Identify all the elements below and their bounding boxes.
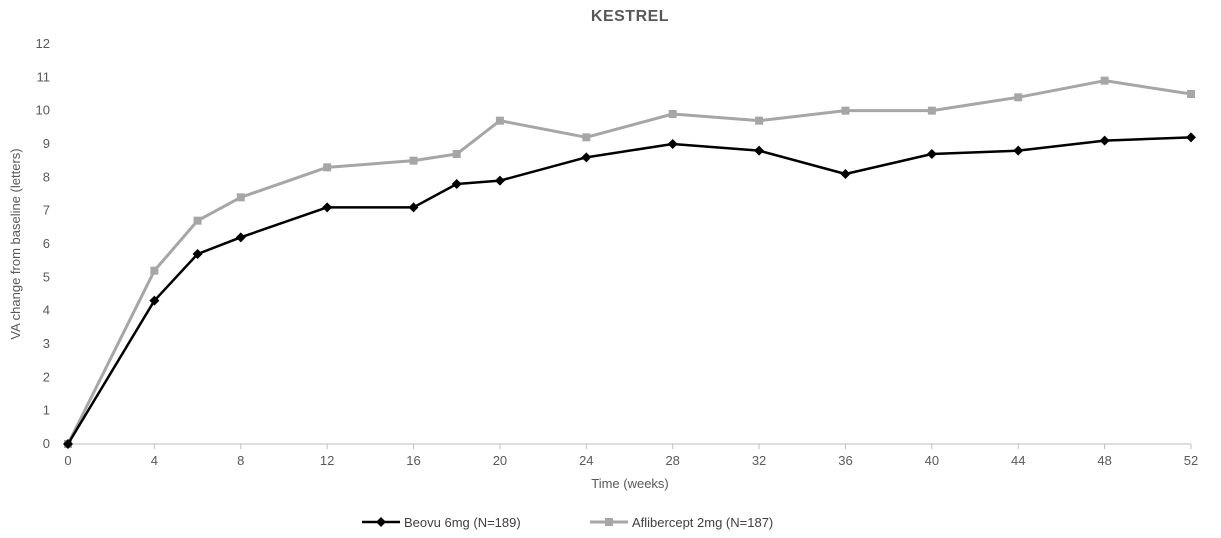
x-axis-ticks: 0 4 8 12 16 20 24 28 32 36 40 44 48 52 [64,444,1198,468]
y-axis-label: VA change from baseline (letters) [8,148,23,339]
data-point-beovu [581,152,592,163]
data-point-beovu [63,439,73,449]
x-tick-label: 24 [579,453,593,468]
legend-item-beovu: Beovu 6mg (N=189) [362,515,521,530]
x-axis-label: Time (weeks) [591,476,669,491]
data-point-beovu [149,295,160,306]
x-tick-label: 20 [493,453,507,468]
data-point-beovu [192,249,203,259]
data-point-beovu [494,175,505,186]
y-tick-label: 0 [43,436,50,451]
legend-label-aflibercept: Aflibercept 2mg (N=187) [632,515,773,530]
series-aflibercept [64,76,1195,448]
data-point-aflibercept [668,110,677,118]
data-point-aflibercept [1187,90,1195,98]
data-point-aflibercept [755,116,764,125]
data-point-beovu [1186,132,1196,143]
series-line-aflibercept [66,79,1192,445]
data-point-aflibercept [409,156,418,165]
data-point-aflibercept [236,193,245,202]
data-point-beovu [754,145,765,156]
data-point-aflibercept [927,106,936,115]
data-point-aflibercept [452,150,461,158]
legend-marker-beovu [376,517,386,527]
series-layer [63,76,1196,449]
series-beovu [63,132,1196,449]
y-tick-label: 1 [43,403,50,418]
data-point-aflibercept [1014,93,1023,102]
x-tick-label: 40 [925,453,939,468]
data-point-beovu [1013,145,1024,156]
y-tick-label: 12 [36,36,50,51]
y-tick-label: 9 [43,136,50,151]
data-point-aflibercept [495,116,504,125]
data-point-aflibercept [582,133,591,142]
data-point-beovu [1099,135,1110,146]
x-tick-label: 4 [151,453,158,468]
y-tick-label: 11 [37,69,51,84]
y-tick-label: 7 [43,203,50,218]
y-tick-label: 8 [43,169,50,184]
y-tick-label: 10 [36,103,50,118]
data-point-aflibercept [150,266,159,275]
y-tick-label: 6 [43,236,50,251]
legend: Beovu 6mg (N=189) Aflibercept 2mg (N=187) [362,515,773,530]
chart-title: KESTREL [591,8,669,25]
data-point-beovu [840,169,851,179]
y-tick-label: 5 [43,269,50,284]
legend-marker-aflibercept [605,518,613,526]
x-tick-label: 28 [665,453,679,468]
data-point-aflibercept [323,163,332,172]
data-point-beovu [322,202,333,213]
y-tick-label: 2 [43,369,50,384]
data-point-beovu [667,139,678,149]
data-point-beovu [926,149,937,159]
x-tick-label: 36 [838,453,852,468]
y-tick-label: 4 [43,303,50,318]
y-tick-label: 3 [43,336,50,351]
x-tick-label: 16 [406,453,420,468]
x-tick-label: 0 [64,453,71,468]
x-tick-label: 44 [1011,453,1025,468]
series-line-beovu [66,136,1192,445]
data-point-aflibercept [1100,76,1109,85]
data-point-beovu [235,232,246,243]
legend-item-aflibercept: Aflibercept 2mg (N=187) [590,515,773,530]
legend-label-beovu: Beovu 6mg (N=189) [404,515,521,530]
x-tick-label: 48 [1097,453,1111,468]
data-point-beovu [451,179,462,189]
data-point-beovu [408,202,419,213]
x-tick-label: 12 [320,453,334,468]
data-point-aflibercept [841,106,850,115]
x-tick-label: 52 [1184,453,1198,468]
x-tick-label: 32 [752,453,766,468]
x-tick-label: 8 [237,453,244,468]
data-point-aflibercept [193,216,202,225]
